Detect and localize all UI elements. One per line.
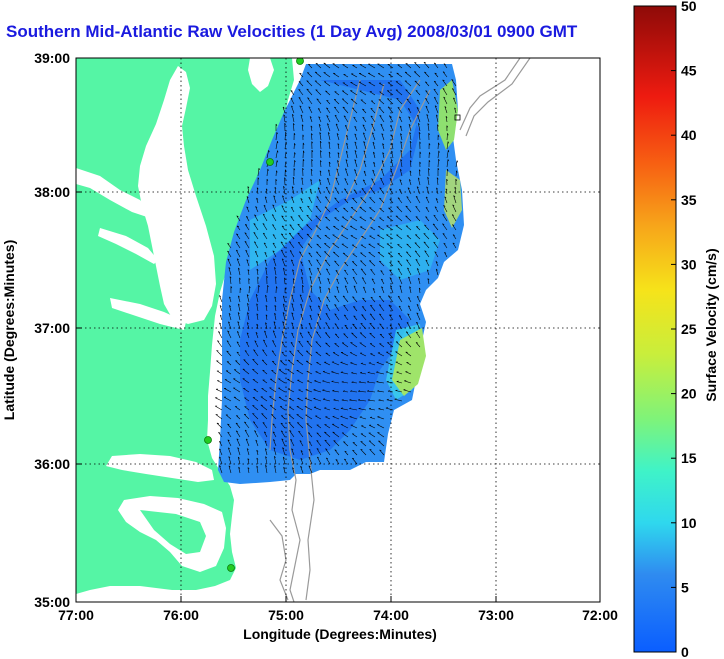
map-title: Southern Mid-Atlantic Raw Velocities (1 … bbox=[6, 22, 578, 41]
bathymetry-contours bbox=[269, 58, 531, 602]
y-tick-label: 36:00 bbox=[34, 456, 70, 472]
radar-station-marker bbox=[296, 58, 304, 65]
buoy-marker bbox=[454, 114, 461, 121]
albemarle-sound bbox=[106, 454, 214, 482]
james-river bbox=[110, 298, 186, 330]
potomac-river bbox=[76, 168, 152, 218]
y-axis-ticks bbox=[76, 57, 82, 603]
y-tick-label: 35:00 bbox=[34, 594, 70, 610]
rappahannock-river bbox=[98, 228, 158, 264]
velocity-fast-region-2 bbox=[392, 328, 426, 396]
colorbar-label: Surface Velocity (cm/s) bbox=[703, 248, 719, 401]
x-axis-ticks bbox=[75, 596, 601, 602]
grid-lines bbox=[76, 58, 600, 602]
y-tick-label: 39:00 bbox=[34, 50, 70, 66]
x-tick-label: 73:00 bbox=[478, 607, 514, 623]
y-tick-label: 38:00 bbox=[34, 184, 70, 200]
velocity-arrow-field bbox=[214, 61, 458, 474]
velocity-fast-region-3 bbox=[444, 170, 462, 228]
colorbar-tick-label: 25 bbox=[681, 321, 697, 337]
colorbar-tick-label: 20 bbox=[681, 386, 697, 402]
x-tick-label: 72:00 bbox=[582, 607, 618, 623]
colorbar-tick-label: 0 bbox=[681, 644, 689, 659]
colorbar-tick-label: 45 bbox=[681, 63, 697, 79]
velocity-fast-region-1 bbox=[438, 80, 458, 150]
mainland-neck bbox=[140, 510, 206, 554]
colorbar-tick-label: 35 bbox=[681, 192, 697, 208]
y-axis-label: Latitude (Degrees:Minutes) bbox=[1, 240, 17, 420]
velocity-arrows bbox=[214, 61, 458, 474]
radar-station-marker bbox=[266, 158, 274, 166]
colorbar-ticks bbox=[671, 5, 676, 653]
x-tick-label: 76:00 bbox=[163, 607, 199, 623]
x-tick-label: 74:00 bbox=[373, 607, 409, 623]
y-tick-label: 37:00 bbox=[34, 320, 70, 336]
colorbar-tick-label: 50 bbox=[681, 0, 697, 14]
radar-station-marker bbox=[204, 436, 212, 444]
plot-border bbox=[75, 57, 601, 603]
colorbar-tick-label: 5 bbox=[681, 579, 689, 595]
x-tick-label: 77:00 bbox=[58, 607, 94, 623]
delaware-bay bbox=[248, 58, 274, 92]
colorbar-tick-label: 30 bbox=[681, 256, 697, 272]
colorbar-tick-label: 10 bbox=[681, 515, 697, 531]
colorbar bbox=[633, 5, 677, 653]
x-axis-label: Longitude (Degrees:Minutes) bbox=[243, 626, 437, 642]
x-tick-label: 75:00 bbox=[268, 607, 304, 623]
colorbar-tick-label: 40 bbox=[681, 127, 697, 143]
colorbar-tick-label: 15 bbox=[681, 450, 697, 466]
radar-station-marker bbox=[227, 564, 235, 572]
